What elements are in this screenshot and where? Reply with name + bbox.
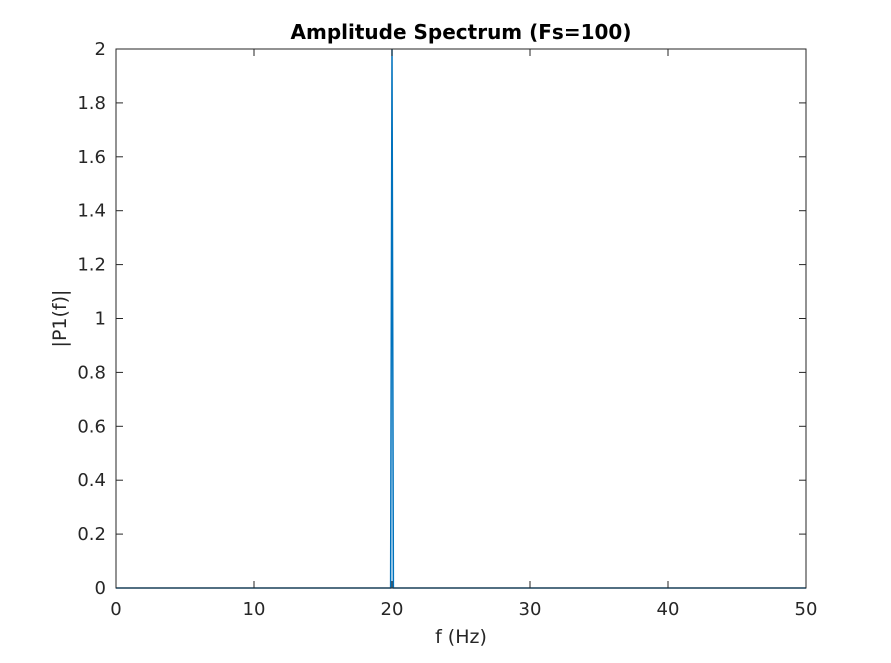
- x-tick-label: 10: [243, 599, 266, 620]
- x-axis-label: f (Hz): [435, 626, 487, 648]
- chart-title: Amplitude Spectrum (Fs=100): [291, 20, 632, 44]
- x-tick-label: 0: [110, 599, 121, 620]
- x-tick-label: 30: [519, 599, 542, 620]
- ticks-layer: [115, 48, 807, 589]
- y-tick-labels: 0 0.2 0.4 0.6 0.8 1 1.2 1.4 1.6 1.8 2: [77, 39, 106, 599]
- y-tick-label: 0.2: [77, 524, 106, 545]
- y-tick-label: 2: [95, 39, 106, 60]
- y-tick-label: 0.6: [77, 416, 106, 437]
- y-tick-label: 0.8: [77, 362, 106, 383]
- y-tick-label: 0.4: [77, 470, 106, 491]
- y-tick-label: 1.6: [77, 147, 106, 168]
- y-axis-label: |P1(f)|: [49, 290, 71, 348]
- y-tick-label: 1.8: [77, 93, 106, 114]
- x-tick-labels: 0 10 20 30 40 50: [110, 599, 817, 620]
- y-tick-label: 1.2: [77, 255, 106, 276]
- y-tick-label: 0: [95, 578, 106, 599]
- axes-background: [116, 49, 806, 588]
- y-tick-label: 1: [95, 309, 106, 330]
- x-tick-label: 50: [795, 599, 818, 620]
- y-tick-label: 1.4: [77, 201, 106, 222]
- x-tick-label: 20: [381, 599, 404, 620]
- x-tick-label: 40: [657, 599, 680, 620]
